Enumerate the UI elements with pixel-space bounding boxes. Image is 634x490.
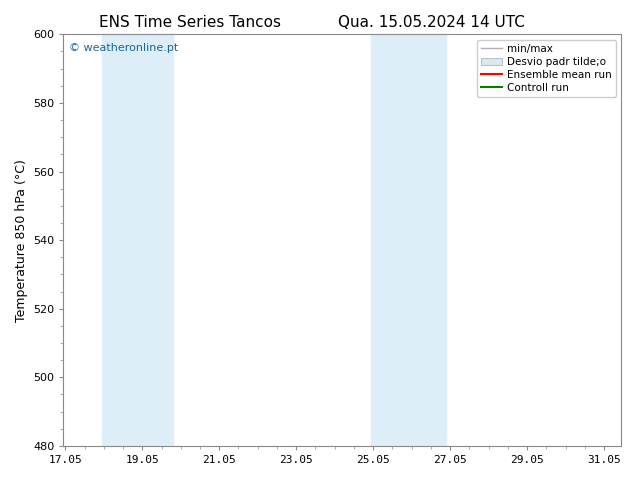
Bar (372, 34, 446, 446)
Legend: min/max, Desvio padr tilde;o, Ensemble mean run, Controll run: min/max, Desvio padr tilde;o, Ensemble m… (477, 40, 616, 97)
Bar (102, 34, 173, 446)
Y-axis label: Temperature 850 hPa (°C): Temperature 850 hPa (°C) (15, 159, 27, 321)
Text: Qua. 15.05.2024 14 UTC: Qua. 15.05.2024 14 UTC (338, 15, 524, 30)
Text: © weatheronline.pt: © weatheronline.pt (69, 43, 178, 52)
Text: ENS Time Series Tancos: ENS Time Series Tancos (99, 15, 281, 30)
